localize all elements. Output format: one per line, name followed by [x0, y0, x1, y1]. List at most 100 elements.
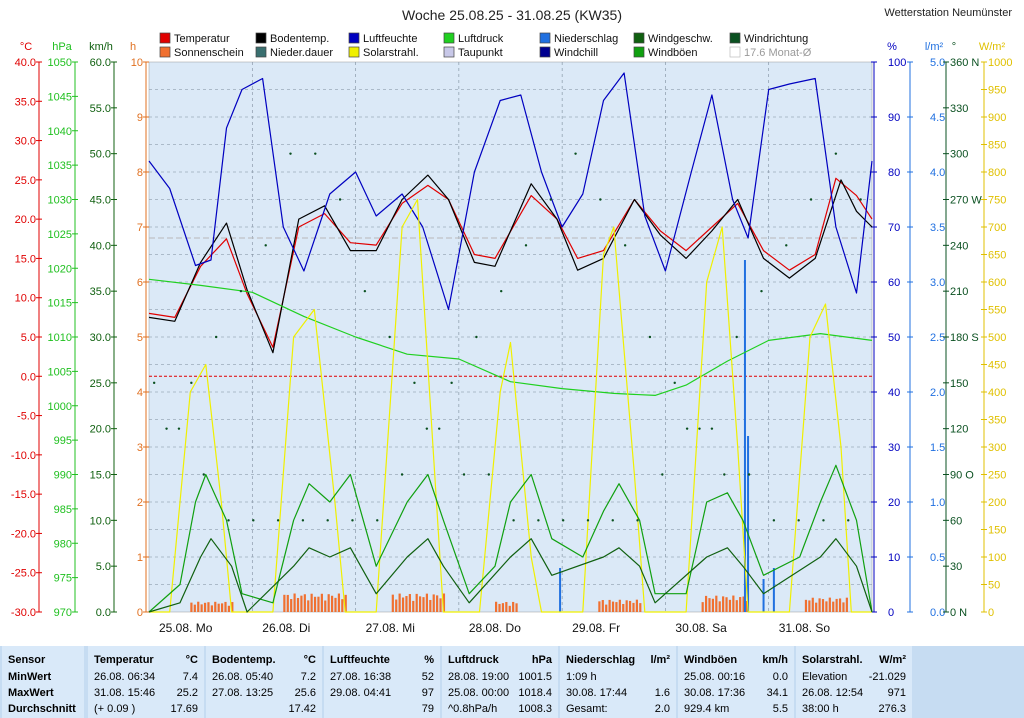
axis-tick-label: 975 [54, 573, 72, 585]
legend-label: Luftfeuchte [363, 33, 417, 45]
sunshine-bar [405, 596, 408, 612]
sunshine-bar [725, 597, 728, 612]
sunshine-bar [307, 600, 310, 612]
legend-swatch [443, 32, 455, 44]
sunshine-bar [200, 604, 203, 612]
sunshine-bar [439, 598, 442, 612]
sunshine-bar [210, 605, 213, 612]
axes: 40.035.030.025.020.015.010.05.00.0-5.0-1… [11, 41, 1013, 619]
axis-tick-label: 0 [137, 607, 143, 619]
axis-tick-label: 10 [888, 552, 900, 564]
legend-swatch [633, 32, 645, 44]
sunshine-bar [391, 594, 394, 612]
direction-dot [190, 381, 193, 385]
sunshine-bar [412, 600, 415, 612]
axis-tick-label: -5.0 [17, 411, 36, 423]
axis-tick-label: 80 [888, 167, 900, 179]
stats-when: 29.08. 04:41 [330, 687, 392, 699]
sunshine-bar [320, 593, 323, 612]
grid [149, 62, 872, 612]
axis-tick-label: 0 [888, 607, 894, 619]
axis-tick-label: 360 N [950, 57, 979, 69]
direction-dot [177, 427, 181, 430]
sunshine-bar [618, 599, 621, 612]
day-label: 30.08. Sa [675, 621, 727, 635]
axis-unit-hours: h [130, 41, 136, 53]
sunshine-bar [701, 602, 704, 612]
stats-value: 17.69 [170, 703, 198, 715]
axis-tick-label: 30.0 [90, 332, 111, 344]
axis-tick-label: 0.0 [930, 607, 945, 619]
axis-tick-label: 995 [54, 435, 72, 447]
axis-tick-label: 0.0 [21, 371, 36, 383]
legend-label: Bodentemp. [270, 33, 329, 45]
stats-unit: W/m² [879, 654, 906, 666]
axis-tick-label: 35.0 [15, 96, 36, 108]
sunshine-bar [598, 601, 601, 612]
sunshine-bar [408, 594, 411, 612]
axis-tick-label: 900 [988, 112, 1006, 124]
sunshine-bar [818, 598, 821, 612]
sunshine-bar [310, 593, 313, 612]
axis-tick-label: 150 [988, 525, 1006, 537]
direction-dot [623, 244, 627, 247]
stats-unit: hPa [531, 654, 552, 666]
stats-row-label: Durchschnitt [8, 703, 76, 715]
direction-dot [747, 473, 751, 476]
stats-when: 26.08. 06:34 [94, 671, 156, 683]
axis-tick-label: 5 [137, 332, 143, 344]
series-line-windgeschw [148, 538, 873, 613]
sunshine-bar [628, 600, 632, 612]
direction-dot [512, 519, 515, 522]
axis-tick-label: 550 [988, 305, 1006, 317]
stats-title: Temperatur [94, 654, 154, 666]
stats-when: 31.08. 15:46 [94, 687, 156, 699]
sunshine-bar [214, 601, 217, 612]
sunshine-bar [732, 595, 735, 612]
legend-swatch [255, 46, 267, 58]
axis-tick-label: -10.0 [11, 450, 36, 462]
stats-value: 34.1 [766, 687, 788, 699]
direction-dot [165, 427, 168, 430]
stats-when: 30.08. 17:36 [684, 687, 746, 699]
axis-tick-label: 15.0 [15, 253, 36, 265]
axis-tick-label: 40.0 [15, 57, 36, 69]
stats-title: Luftdruck [448, 654, 499, 666]
sunshine-bar [739, 597, 742, 612]
sunshine-bar [611, 601, 615, 612]
direction-dot [859, 198, 862, 201]
legend-label: Solarstrahl. [363, 47, 419, 59]
axis-tick-label: 1035 [48, 160, 72, 172]
axis-tick-label: 120 [950, 424, 968, 436]
sunshine-bar [415, 593, 418, 612]
legend-label: Windrichtung [744, 33, 808, 45]
legend-swatch [159, 46, 171, 58]
axis-tick-label: 180 S [950, 332, 979, 344]
axis-tick-label: 600 [988, 277, 1006, 289]
sunshine-bar [290, 599, 293, 612]
direction-dot [338, 198, 342, 201]
axis-tick-label: 10.0 [90, 515, 111, 527]
direction-dot [202, 473, 205, 476]
sunshine-bars [190, 593, 848, 612]
axis-tick-label: 25.0 [90, 378, 111, 390]
legend-swatch [633, 46, 645, 58]
axis-tick-label: 400 [988, 387, 1006, 399]
sunshine-bar [341, 599, 344, 612]
direction-dot [834, 152, 838, 155]
axis-tick-label: 15.0 [90, 470, 111, 482]
stats-cell-sensor: Sensor MinWert MaxWert Durchschnitt [2, 646, 84, 718]
sunshine-bar [742, 596, 745, 612]
sunshine-bar [231, 602, 234, 612]
direction-dot [227, 519, 230, 522]
sunshine-bar [293, 593, 296, 612]
sunshine-bar [224, 601, 227, 612]
axis-tick-label: 3 [137, 442, 143, 454]
legend-label: Niederschlag [554, 33, 618, 45]
direction-dot [797, 519, 800, 522]
sunshine-bar [815, 602, 818, 612]
stats-unit: % [424, 654, 434, 666]
legend-swatch [539, 46, 551, 58]
stats-when: 30.08. 17:44 [566, 687, 628, 699]
series-lines [148, 72, 873, 613]
